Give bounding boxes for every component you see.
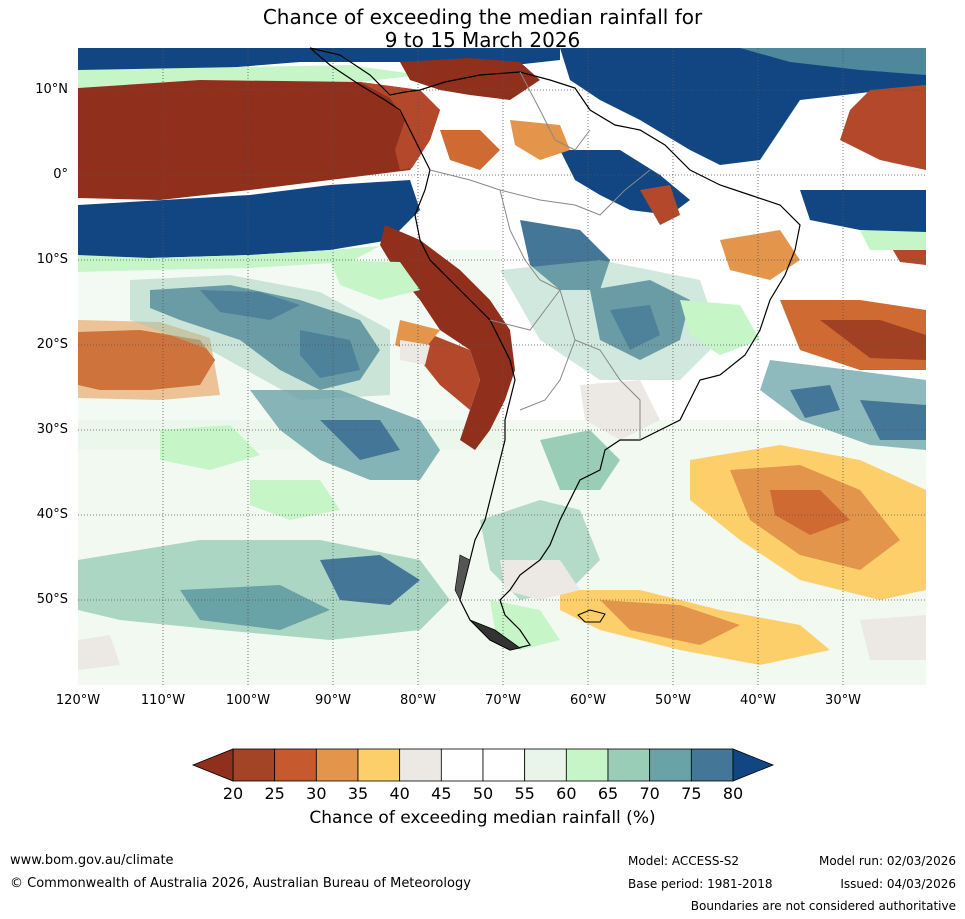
chart-title-line1: Chance of exceeding the median rainfall …: [262, 5, 703, 29]
lon-label-60w: 60°W: [570, 693, 606, 708]
footer-model: Model: ACCESS-S2: [628, 854, 740, 868]
lon-label-50w: 50°W: [655, 693, 691, 708]
lon-label-80w: 80°W: [400, 693, 436, 708]
footer-issued: Issued: 04/03/2026: [840, 877, 956, 891]
footer-copyright: © Commonwealth of Australia 2026, Austra…: [10, 876, 471, 891]
lat-label-10s: 10°S: [36, 252, 68, 267]
tierra-del-fuego: [469, 619, 521, 651]
south-america-coastline: [309, 47, 801, 651]
colorbar-tick-label: 80: [722, 784, 744, 803]
colorbar-label: Chance of exceeding median rainfall (%): [309, 808, 656, 828]
colorbar-tick-label: 75: [681, 784, 702, 803]
colorbar-tick-label: 35: [347, 784, 369, 803]
falkland-islands: [577, 609, 606, 623]
lon-label-70w: 70°W: [485, 693, 521, 708]
colorbar-high-arrow: [732, 748, 775, 782]
colorbar-segment: [274, 748, 317, 782]
country-borders: [429, 71, 651, 440]
footer-model-run: Model run: 02/03/2026: [818, 854, 956, 868]
colorbar-tick-label: 50: [472, 784, 494, 803]
colorbar-segment: [565, 748, 609, 782]
footer-url: www.bom.gov.au/climate: [10, 853, 174, 868]
chile-fjords: [454, 554, 471, 601]
colorbar-tick-label: 60: [556, 784, 577, 803]
colorbar-tick-label: 70: [639, 784, 660, 803]
colorbar-segments: [232, 748, 734, 782]
colorbar-tick-label: 40: [389, 784, 410, 803]
colorbar-segment: [315, 748, 359, 782]
lon-label-100w: 100°W: [225, 693, 271, 708]
colorbar-segment: [607, 748, 651, 782]
footer-base-period: Base period: 1981-2018: [628, 877, 773, 891]
colorbar-segment: [232, 748, 276, 782]
lon-label-40w: 40°W: [740, 693, 776, 708]
colorbar-segment: [482, 748, 526, 782]
lon-label-30w: 30°W: [825, 693, 861, 708]
lat-label-30s: 30°S: [36, 422, 68, 437]
lat-label-10n: 10°N: [35, 82, 68, 97]
rainfall-map: [78, 47, 926, 685]
footer-boundaries-note: Boundaries are not considered authoritat…: [690, 899, 956, 913]
colorbar-tick-label: 65: [597, 784, 619, 803]
colorbar-tick-label: 30: [306, 784, 327, 803]
lat-label-50s: 50°S: [36, 592, 68, 607]
colorbar-segment: [690, 748, 734, 782]
colorbar-segment: [524, 748, 567, 782]
lon-label-110w: 110°W: [140, 693, 186, 708]
colorbar-segment: [399, 748, 442, 782]
map-field: [78, 48, 926, 685]
lat-label-40s: 40°S: [36, 507, 68, 522]
colorbar-tick-label: 25: [264, 784, 285, 803]
colorbar-tick-label: 55: [514, 784, 535, 803]
lon-label-120w: 120°W: [55, 693, 101, 708]
graticule: [78, 48, 926, 685]
colorbar-tick-label: 20: [222, 784, 244, 803]
colorbar-segment: [440, 748, 484, 782]
colorbar: [191, 748, 775, 782]
lat-label-0: 0°: [53, 167, 68, 182]
colorbar-segment: [357, 748, 401, 782]
colorbar-low-arrow: [191, 748, 234, 782]
colorbar-segment: [649, 748, 692, 782]
lon-label-90w: 90°W: [315, 693, 351, 708]
colorbar-tick-label: 45: [431, 784, 452, 803]
lat-label-20s: 20°S: [36, 337, 68, 352]
